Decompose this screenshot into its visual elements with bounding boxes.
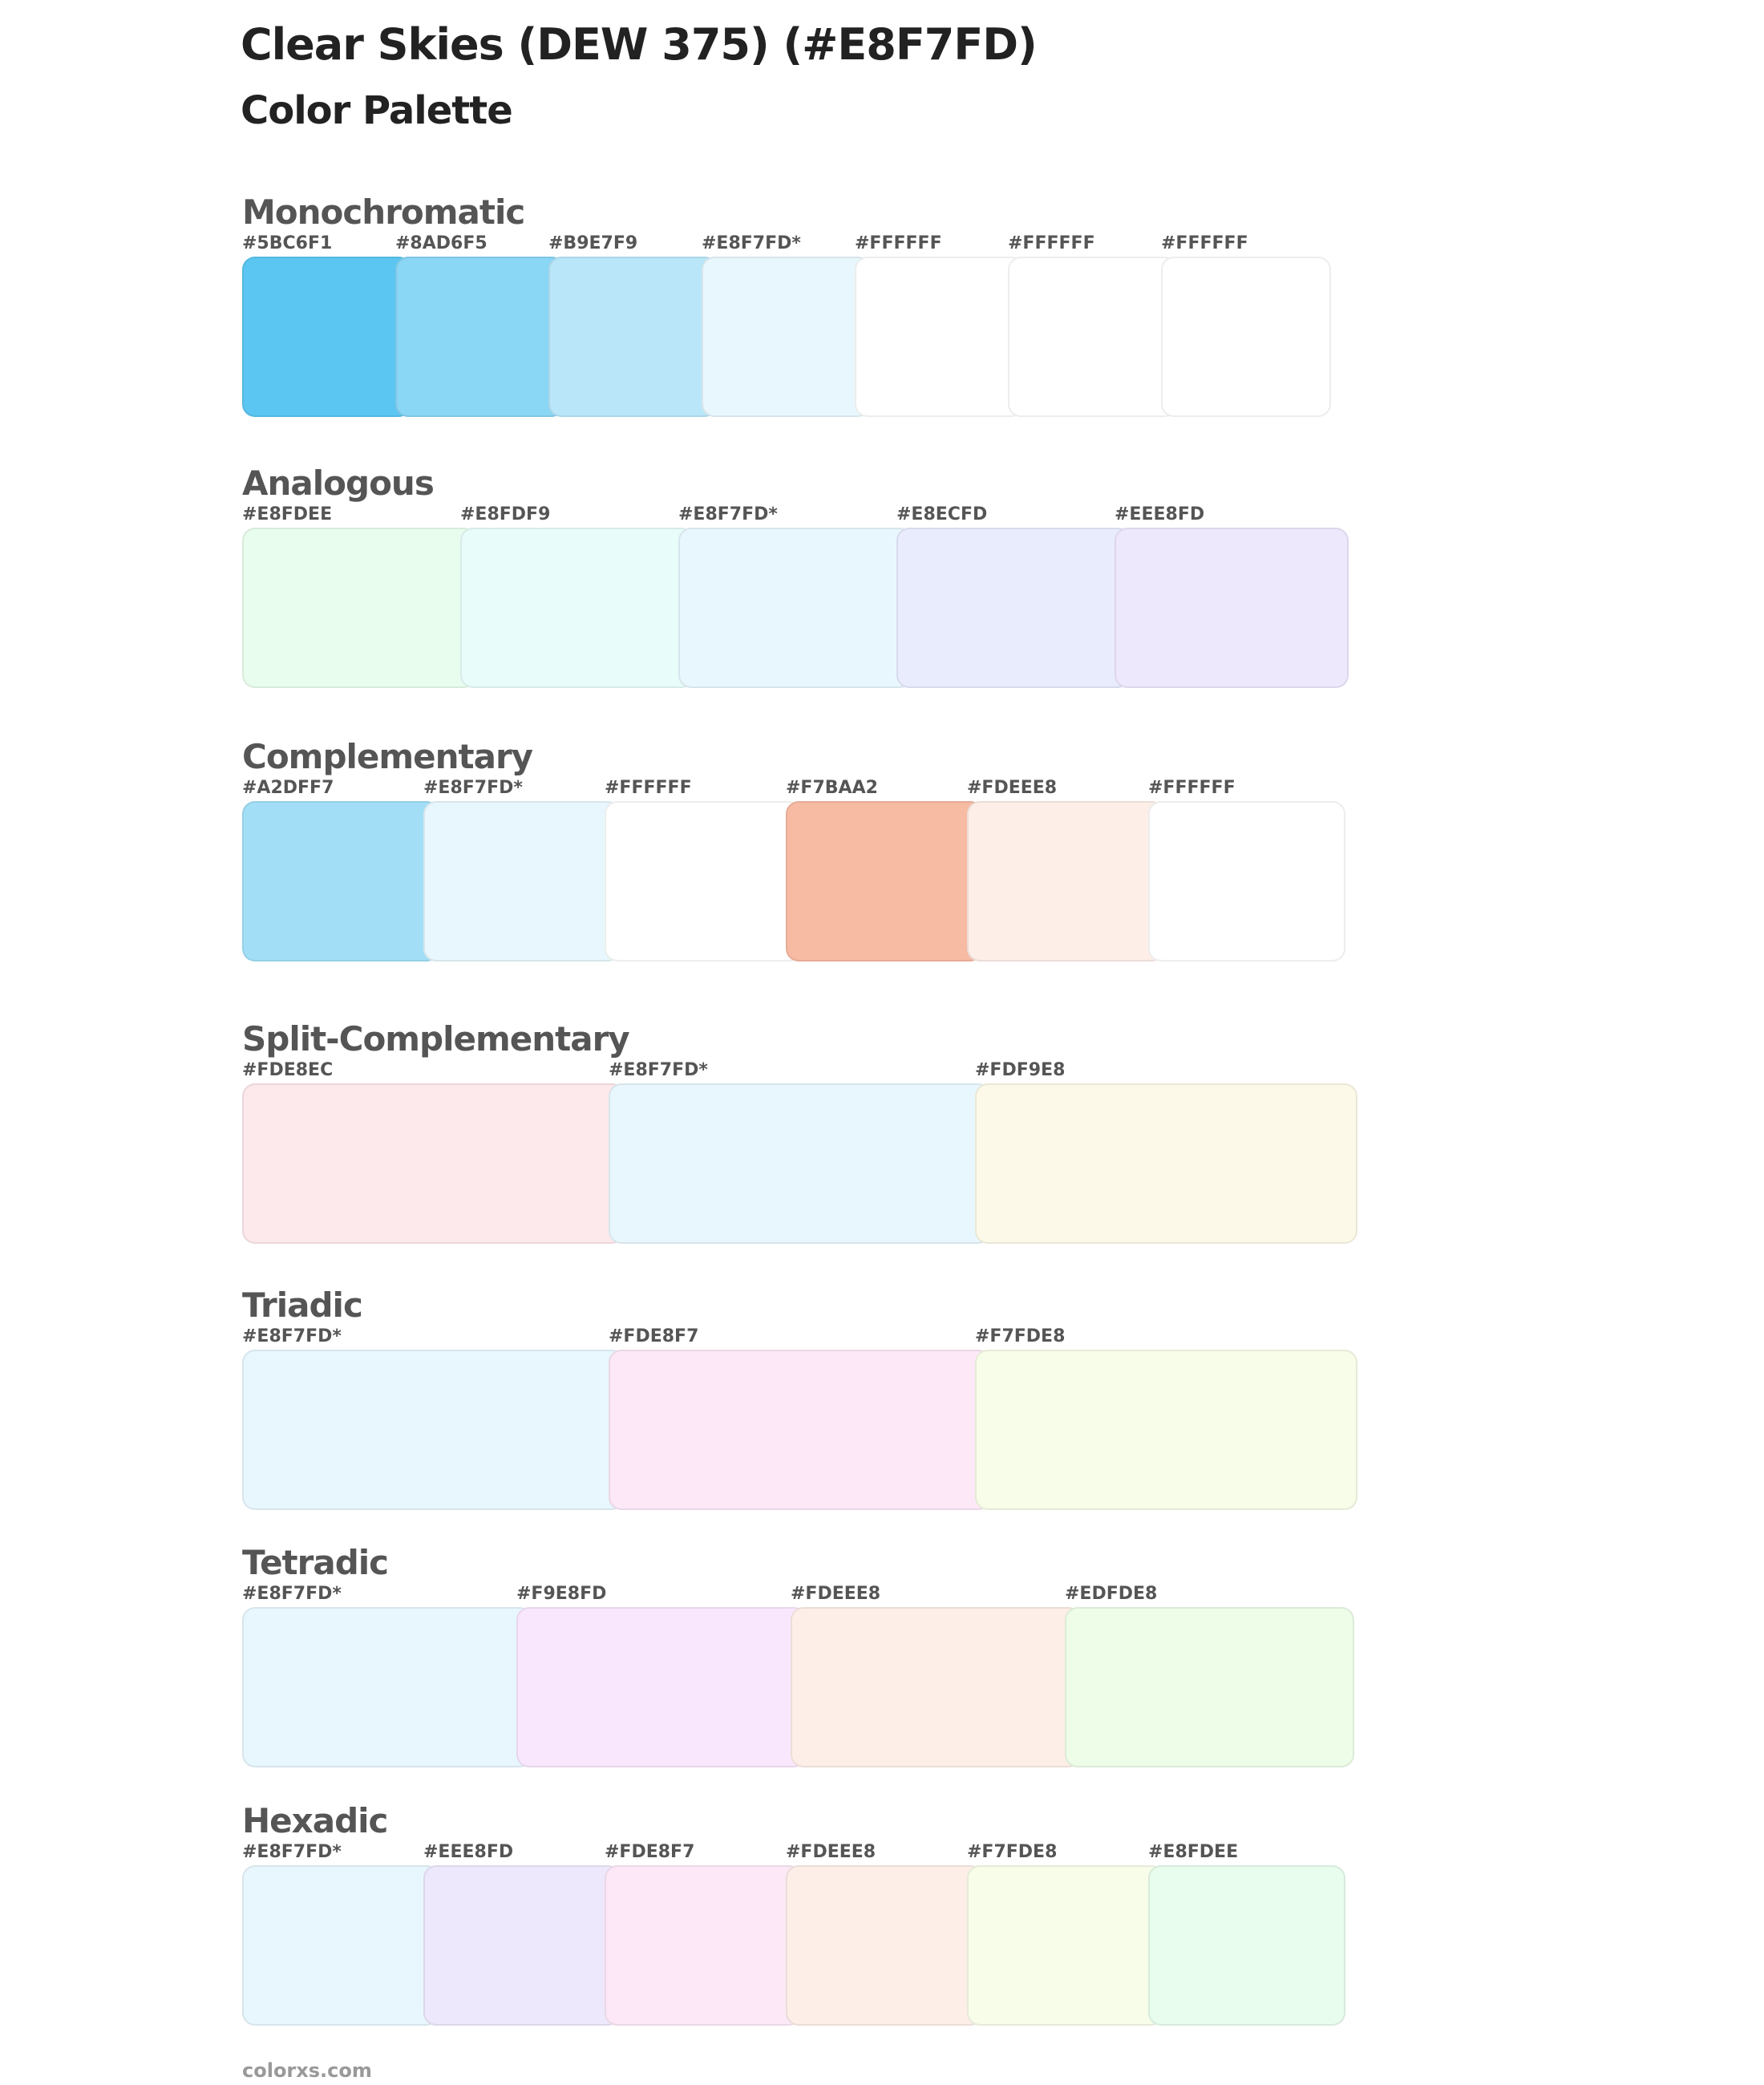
swatch-color-block[interactable]	[242, 1350, 625, 1510]
swatch-color-block[interactable]	[678, 528, 912, 688]
swatch-hex-label: #EEE8FD	[423, 1842, 514, 1862]
swatch-hex-label: #E8F7FD*	[242, 1584, 342, 1604]
swatch-hex-label: #E8ECFD	[896, 504, 988, 524]
swatch-hex-label: #E8FDF9	[460, 504, 551, 524]
swatch-color-block[interactable]	[1065, 1607, 1354, 1767]
footer-site-link[interactable]: colorxs.com	[242, 2059, 372, 2082]
swatch-hex-label: #A2DFF7	[242, 778, 334, 798]
swatch-row: #FDE8EC #E8F7FD* #FDF9E8	[242, 1059, 1357, 1252]
swatch-color-block[interactable]	[609, 1083, 991, 1244]
swatch-color-block[interactable]	[967, 1865, 1164, 2026]
swatch-color-block[interactable]	[702, 257, 871, 417]
swatch-color-block[interactable]	[548, 257, 718, 417]
swatch-hex-label: #FFFFFF	[605, 778, 692, 798]
swatch-color-block[interactable]	[1148, 1865, 1345, 2026]
swatch-color-block[interactable]	[1115, 528, 1349, 688]
section-monochromatic: Monochromatic #5BC6F1 #8AD6F5 #B9E7F9 #E8F7…	[242, 192, 1331, 425]
swatch-hex-label: #E8F7FD*	[678, 504, 778, 524]
swatch-hex-label: #FDEEE8	[967, 778, 1058, 798]
section-triadic: Triadic #E8F7FD* #FDE8F7 #F7FDE8	[242, 1285, 1357, 1518]
swatch-hex-label: #E8F7FD*	[242, 1842, 342, 1862]
section-heading: Analogous	[242, 464, 435, 503]
swatch-hex-label: #EEE8FD	[1115, 504, 1205, 524]
swatch-color-block[interactable]	[855, 257, 1024, 417]
swatch-hex-label: #FFFFFF	[1148, 778, 1236, 798]
swatch-color-block[interactable]	[423, 1865, 621, 2026]
swatch-color-block[interactable]	[975, 1350, 1357, 1510]
swatch-hex-label: #B9E7F9	[548, 233, 638, 253]
swatch-color-block[interactable]	[1161, 257, 1331, 417]
swatch-color-block[interactable]	[609, 1350, 991, 1510]
swatch-color-block[interactable]	[242, 257, 411, 417]
swatch-hex-label: #F7BAA2	[786, 778, 878, 798]
swatch-hex-label: #FFFFFF	[1008, 233, 1095, 253]
swatch-hex-label: #EDFDE8	[1065, 1584, 1158, 1604]
swatch-hex-label: #E8FDEE	[242, 504, 333, 524]
swatch-hex-label: #F7FDE8	[975, 1326, 1066, 1346]
swatch-hex-label: #E8F7FD*	[242, 1326, 342, 1346]
swatch-row: #5BC6F1 #8AD6F5 #B9E7F9 #E8F7FD* #FFFFFF #FFF…	[242, 233, 1331, 425]
swatch-row: #E8FDEE #E8FDF9 #E8F7FD* #E8ECFD #EEE8FD	[242, 504, 1349, 696]
swatch-hex-label: #8AD6F5	[395, 233, 488, 253]
swatch-color-block[interactable]	[242, 801, 439, 962]
swatch-color-block[interactable]	[786, 801, 983, 962]
swatch-color-block[interactable]	[967, 801, 1164, 962]
swatch-color-block[interactable]	[395, 257, 564, 417]
swatch-hex-label: #FDE8EC	[242, 1060, 334, 1080]
swatch-color-block[interactable]	[423, 801, 621, 962]
swatch-color-block[interactable]	[242, 1083, 625, 1244]
section-analogous: Analogous #E8FDEE #E8FDF9 #E8F7FD* #E8ECFD #…	[242, 464, 1349, 696]
swatch-hex-label: #FDEEE8	[786, 1842, 876, 1862]
swatch-hex-label: #FFFFFF	[1161, 233, 1248, 253]
swatch-color-block[interactable]	[786, 1865, 983, 2026]
swatch-hex-label: #5BC6F1	[242, 233, 333, 253]
swatch-hex-label: #FDF9E8	[975, 1060, 1066, 1080]
section-tetradic: Tetradic #E8F7FD* #F9E8FD #FDEEE8 #EDFDE8	[242, 1543, 1354, 1775]
section-hexadic: Hexadic #E8F7FD* #EEE8FD #FDE8F7 #FDEEE8 #F7…	[242, 1801, 1345, 2034]
section-split-complementary: Split-Complementary #FDE8EC #E8F7FD* #FDF9…	[242, 1019, 1357, 1252]
swatch-color-block[interactable]	[460, 528, 694, 688]
section-heading: Monochromatic	[242, 192, 525, 232]
section-heading: Triadic	[242, 1285, 363, 1325]
swatch-color-block[interactable]	[1008, 257, 1177, 417]
swatch-row: #A2DFF7 #E8F7FD* #FFFFFF #F7BAA2 #FDEEE8 #FFF…	[242, 777, 1345, 970]
section-heading: Split-Complementary	[242, 1019, 630, 1059]
swatch-color-block[interactable]	[605, 1865, 802, 2026]
swatch-color-block[interactable]	[605, 801, 802, 962]
swatch-color-block[interactable]	[242, 1607, 532, 1767]
swatch-hex-label: #FDE8F7	[609, 1326, 699, 1346]
swatch-hex-label: #FDE8F7	[605, 1842, 695, 1862]
page-subtitle: Color Palette	[241, 88, 513, 133]
swatch-row: #E8F7FD* #F9E8FD #FDEEE8 #EDFDE8	[242, 1583, 1354, 1775]
swatch-hex-label: #FDEEE8	[791, 1584, 881, 1604]
swatch-hex-label: #F9E8FD	[516, 1584, 607, 1604]
swatch-row: #E8F7FD* #FDE8F7 #F7FDE8	[242, 1326, 1357, 1518]
section-heading: Hexadic	[242, 1801, 388, 1840]
swatch-hex-label: #E8F7FD*	[423, 778, 523, 798]
swatch-hex-label: #FFFFFF	[855, 233, 942, 253]
page-title: Clear Skies (DEW 375) (#E8F7FD)	[241, 19, 1038, 70]
swatch-hex-label: #E8FDEE	[1148, 1842, 1239, 1862]
swatch-hex-label: #E8F7FD*	[702, 233, 801, 253]
swatch-color-block[interactable]	[516, 1607, 807, 1767]
swatch-row: #E8F7FD* #EEE8FD #FDE8F7 #FDEEE8 #F7FDE8 #E8F…	[242, 1841, 1345, 2034]
swatch-color-block[interactable]	[242, 1865, 439, 2026]
swatch-color-block[interactable]	[791, 1607, 1081, 1767]
swatch-hex-label: #E8F7FD*	[609, 1060, 708, 1080]
swatch-color-block[interactable]	[975, 1083, 1357, 1244]
swatch-hex-label: #F7FDE8	[967, 1842, 1058, 1862]
section-complementary: Complementary #A2DFF7 #E8F7FD* #FFFFFF #F7B…	[242, 737, 1345, 970]
swatch-color-block[interactable]	[1148, 801, 1345, 962]
swatch-color-block[interactable]	[242, 528, 476, 688]
section-heading: Tetradic	[242, 1543, 389, 1582]
swatch-color-block[interactable]	[896, 528, 1131, 688]
section-heading: Complementary	[242, 737, 533, 776]
